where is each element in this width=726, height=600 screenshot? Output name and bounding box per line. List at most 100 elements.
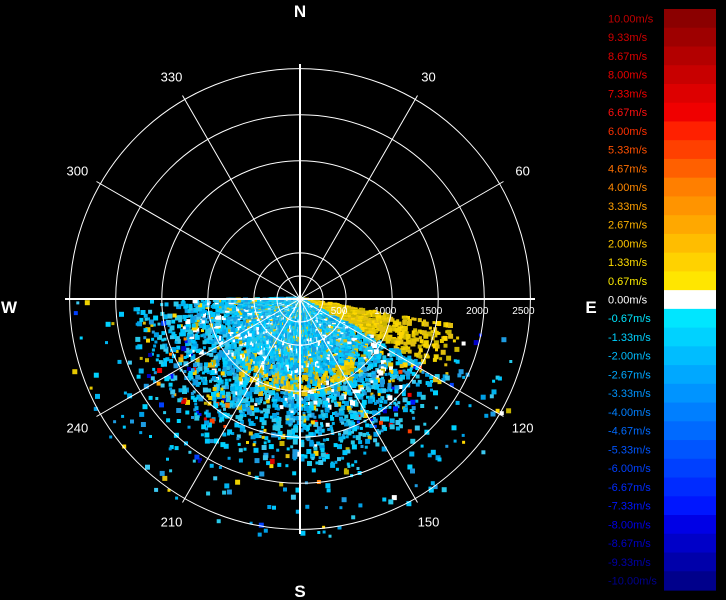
radar-return — [398, 326, 404, 332]
radar-return — [320, 413, 326, 419]
radar-return — [236, 390, 242, 396]
radar-return — [255, 379, 261, 385]
radar-return — [224, 402, 230, 408]
radar-return — [391, 350, 395, 354]
radar-return — [411, 379, 416, 384]
radar-return — [350, 414, 356, 420]
radar-return — [448, 323, 453, 328]
radar-return — [303, 367, 309, 373]
radar-return — [240, 425, 246, 431]
radar-return — [316, 402, 321, 407]
radar-return — [399, 348, 405, 354]
radar-return — [403, 341, 408, 346]
radar-return — [285, 420, 290, 425]
radar-return — [306, 347, 312, 353]
radar-return — [209, 370, 215, 376]
radar-return — [204, 324, 209, 329]
radar-return — [346, 428, 352, 434]
radar-return — [451, 425, 457, 431]
radar-return — [182, 385, 187, 390]
radar-return — [387, 353, 391, 357]
radar-return — [299, 415, 304, 421]
radar-return — [330, 429, 334, 433]
radar-return — [310, 393, 315, 398]
radar-return — [169, 359, 173, 364]
radar-return — [213, 400, 217, 404]
radar-return — [258, 396, 263, 401]
radar-return — [309, 391, 314, 396]
radar-return — [391, 386, 395, 390]
radar-return — [253, 440, 257, 444]
radar-return — [426, 331, 432, 337]
radar-return — [284, 389, 288, 393]
radar-return — [177, 324, 181, 329]
radar-return — [358, 416, 362, 420]
radar-return — [332, 412, 335, 415]
radar-return — [372, 417, 376, 420]
radar-return — [348, 382, 354, 388]
radar-return — [185, 319, 191, 325]
radar-return — [268, 444, 274, 450]
radar-return — [325, 422, 330, 427]
radar-return — [230, 386, 236, 391]
radar-return — [375, 342, 381, 348]
radar-return — [410, 399, 416, 405]
radar-return — [209, 439, 214, 444]
radar-return — [282, 403, 286, 407]
radar-return — [461, 433, 465, 437]
radar-return — [185, 338, 191, 344]
radar-return — [306, 328, 311, 333]
radar-return — [375, 399, 380, 404]
radar-return — [326, 488, 331, 493]
radar-return — [260, 317, 265, 322]
radar-return — [383, 399, 388, 404]
radar-return — [217, 326, 223, 332]
radar-return — [382, 409, 387, 414]
radar-return — [182, 389, 187, 394]
radar-return — [237, 393, 243, 399]
radar-return — [397, 401, 401, 405]
radar-return — [209, 325, 214, 330]
radar-return — [287, 403, 292, 408]
radar-return — [264, 342, 270, 348]
radar-return — [220, 390, 225, 396]
radar-return — [387, 395, 393, 401]
radar-return — [212, 332, 218, 338]
radar-return — [432, 343, 438, 349]
radar-return — [279, 365, 285, 371]
radar-return — [316, 347, 322, 353]
radar-return — [210, 363, 215, 368]
radar-return — [334, 347, 339, 352]
radar-return — [313, 386, 317, 390]
radar-return — [333, 393, 337, 397]
radar-return — [263, 428, 267, 432]
radar-return — [230, 367, 236, 373]
radar-return — [361, 327, 367, 333]
radar-return — [259, 417, 265, 423]
radar-return — [358, 323, 364, 329]
radar-return — [321, 394, 326, 399]
radar-return — [341, 497, 347, 503]
radar-return — [346, 462, 350, 466]
radar-return — [421, 370, 425, 374]
radar-return — [388, 362, 394, 368]
radar-return — [121, 414, 125, 418]
radar-return — [397, 336, 403, 342]
radar-return — [289, 373, 293, 376]
radar-return — [216, 519, 221, 524]
radar-return — [259, 471, 265, 477]
radar-return — [309, 412, 315, 418]
radar-return — [413, 362, 419, 368]
radar-return — [277, 360, 281, 364]
radar-return — [276, 412, 280, 416]
radar-return — [356, 346, 360, 350]
radar-return — [374, 311, 380, 317]
radar-return — [319, 370, 324, 375]
radar-return — [328, 360, 334, 366]
radar-return — [361, 381, 365, 385]
radar-return — [325, 375, 329, 380]
radar-return — [346, 405, 351, 410]
radar-return — [266, 363, 271, 368]
radar-return — [261, 355, 266, 360]
radar-return — [169, 469, 173, 473]
